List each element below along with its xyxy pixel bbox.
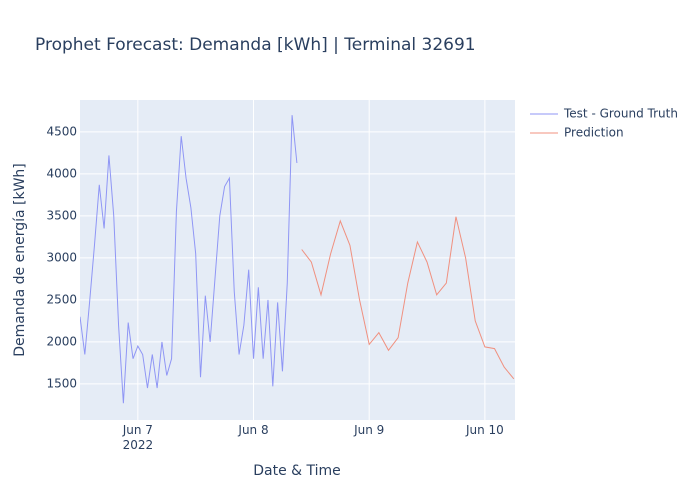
y-tick-label: 2000 [46,334,77,348]
y-tick-label: 4000 [46,166,77,180]
legend-label: Test - Ground Truth [563,107,678,121]
y-tick-label: 3500 [46,208,77,222]
x-tick-label: Jun 9 [353,423,384,437]
y-axis-title: Demanda de energía [kWh] [12,163,28,357]
legend-label: Prediction [564,126,624,140]
y-tick-label: 3000 [46,250,77,264]
series-line [301,216,515,380]
chart-title: Prophet Forecast: Demanda [kWh] | Termin… [35,35,476,55]
x-axis-title: Date & Time [253,463,341,479]
plot-background [80,100,515,420]
y-tick-label: 2500 [46,292,77,306]
y-tick-label: 1500 [46,376,77,390]
y-tick-label: 4500 [46,124,77,138]
x-tick-label: Jun 10 [465,423,504,437]
series-line [80,115,298,404]
x-tick-label: Jun 8 [237,423,268,437]
x-tick-label: Jun 7 2022 [122,423,153,452]
